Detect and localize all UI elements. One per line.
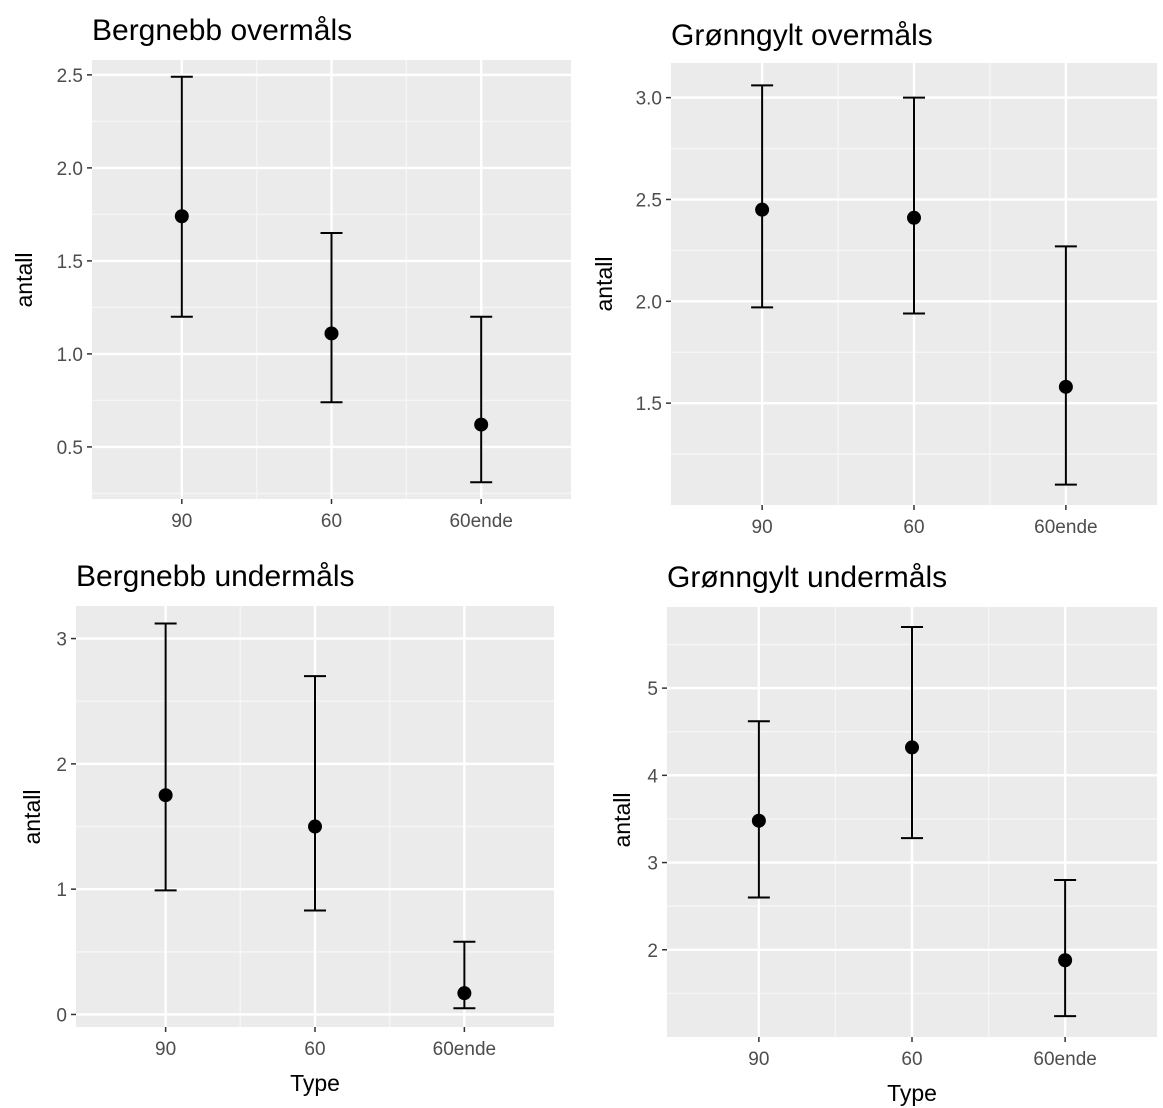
y-tick-label: 5: [647, 679, 658, 700]
x-tick-label: 90: [155, 1039, 176, 1060]
y-tick-label: 1.0: [57, 345, 83, 366]
chart-title: Grønngylt undermåls: [667, 561, 947, 594]
x-tick-label: 60ende: [449, 511, 512, 532]
y-tick-label: 0.5: [57, 438, 83, 459]
chart-panel-1: 0.5 1.0 1.5 2.0 2.5 90 60 60ende Bergnebb overmå…: [11, 14, 571, 532]
x-tick-label: 60ende: [433, 1039, 496, 1060]
data-point: [158, 788, 173, 803]
data-point: [308, 819, 322, 834]
error-bar: [751, 84, 774, 309]
error-bar: [170, 75, 193, 318]
data-point: [755, 202, 770, 217]
x-tick-label: 90: [171, 511, 192, 532]
y-tick-label: 3.0: [636, 89, 662, 110]
chart-panel-2: 1.5 2.0 2.5 3.0 90 60 60ende Grønngylt overmåls…: [591, 19, 1157, 538]
error-bar: [1054, 879, 1077, 1018]
data-point: [474, 417, 489, 432]
x-tick-label: 90: [752, 517, 773, 538]
error-bar: [1054, 245, 1077, 486]
y-tick-label: 2.5: [57, 66, 83, 87]
y-axis-label: antall: [609, 793, 635, 848]
data-point: [751, 813, 766, 828]
y-tick-label: 4: [647, 766, 658, 787]
y-tick-label: 2.0: [636, 292, 662, 313]
x-tick-label: 60: [321, 511, 342, 532]
data-point: [1058, 379, 1073, 394]
x-tick-label: 90: [748, 1049, 769, 1070]
chart-title: Grønngylt overmåls: [671, 19, 933, 52]
x-axis-label: Type: [290, 1070, 340, 1096]
x-tick-label: 60ende: [1034, 517, 1097, 538]
error-bar: [304, 675, 326, 912]
y-tick-label: 1: [56, 880, 67, 901]
error-bar: [747, 720, 770, 899]
y-tick-label: 2: [647, 941, 658, 962]
data-point: [905, 740, 919, 755]
data-point: [174, 209, 189, 224]
chart-panel-3: 0 1 2 3 90 60 60ende Bergnebb undermåls antall Ty…: [19, 560, 554, 1096]
data-point: [324, 326, 339, 341]
y-tick-label: 3: [56, 630, 67, 651]
y-tick-label: 2.5: [636, 190, 662, 211]
x-tick-label: 60ende: [1033, 1049, 1096, 1070]
x-tick-label: 60: [304, 1039, 325, 1060]
y-axis-label: antall: [19, 790, 45, 845]
data-point: [1058, 953, 1073, 968]
y-tick-label: 0: [56, 1005, 67, 1026]
x-axis-label: Type: [887, 1080, 937, 1106]
y-tick-label: 2: [56, 755, 67, 776]
y-tick-label: 2.0: [57, 159, 83, 180]
chart-title: Bergnebb undermåls: [76, 560, 355, 593]
data-point: [457, 986, 472, 1001]
x-tick-label: 60: [903, 517, 924, 538]
y-tick-label: 3: [647, 854, 658, 875]
error-bar: [320, 231, 343, 404]
x-tick-label: 60: [901, 1049, 922, 1070]
error-bar: [901, 626, 923, 840]
chart-panel-4: 2 3 4 5 90 60 60ende Grønngylt undermåls antall T…: [609, 561, 1157, 1106]
data-point: [907, 210, 921, 225]
error-bar: [154, 622, 177, 892]
y-tick-label: 1.5: [636, 394, 662, 415]
chart-title: Bergnebb overmåls: [92, 14, 352, 47]
y-axis-label: antall: [11, 253, 37, 308]
y-axis-label: antall: [591, 257, 617, 312]
error-bar: [470, 315, 493, 484]
y-tick-label: 1.5: [57, 252, 83, 273]
error-bar: [903, 96, 925, 315]
